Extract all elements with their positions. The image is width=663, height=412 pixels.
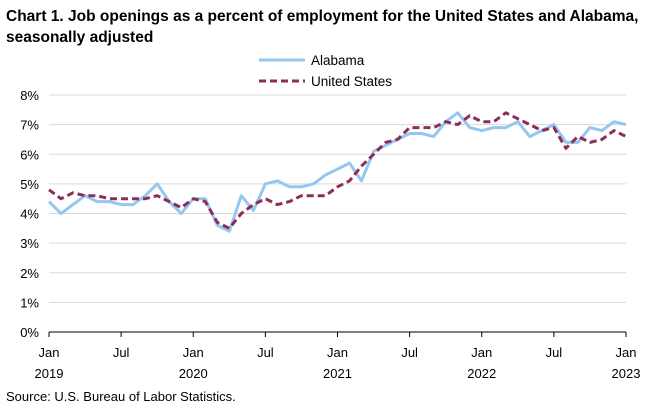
x-tick-label: Jan — [183, 345, 204, 360]
y-tick-label: 6% — [20, 147, 39, 162]
x-tick-label: Jul — [401, 345, 418, 360]
legend-label-alabama: Alabama — [311, 53, 365, 68]
series-line-united-states — [48, 111, 627, 230]
chart-title: Chart 1. Job openings as a percent of em… — [6, 8, 639, 46]
x-axis-ticks: Jan 2019 Jul Jan 2020 Jul Jan 2021 Jul Jan 2022 Jul… — [35, 332, 641, 381]
y-tick-label: 3% — [20, 236, 39, 251]
x-tick-label: Jan — [327, 345, 348, 360]
series-line-alabama — [47, 111, 627, 233]
y-tick-label: 0% — [20, 325, 39, 340]
x-tick-label: Jul — [257, 345, 274, 360]
y-tick-label: 4% — [20, 207, 39, 222]
x-tick-year-label: 2022 — [467, 366, 496, 381]
x-tick-label: Jan — [39, 345, 60, 360]
series-lines — [47, 111, 627, 233]
y-tick-label: 7% — [20, 118, 39, 133]
source-note: Source: U.S. Bureau of Labor Statistics. — [6, 389, 236, 404]
y-tick-label: 2% — [20, 266, 39, 281]
legend-label-united-states: United States — [311, 74, 392, 89]
x-tick-label: Jul — [546, 345, 563, 360]
x-tick-year-label: 2020 — [179, 366, 208, 381]
y-tick-label: 5% — [20, 177, 39, 192]
x-tick-year-label: 2019 — [35, 366, 64, 381]
x-tick-year-label: 2021 — [323, 366, 352, 381]
y-tick-label: 8% — [20, 88, 39, 103]
gridlines — [49, 94, 626, 333]
y-axis-ticks: 0% 1% 2% 3% 4% 5% 6% 7% 8% — [20, 88, 39, 340]
x-tick-label: Jul — [113, 345, 130, 360]
x-tick-label: Jan — [616, 345, 637, 360]
x-tick-label: Jan — [471, 345, 492, 360]
y-tick-label: 1% — [20, 295, 39, 310]
legend: Alabama United States — [259, 53, 392, 89]
x-tick-year-label: 2023 — [612, 366, 641, 381]
